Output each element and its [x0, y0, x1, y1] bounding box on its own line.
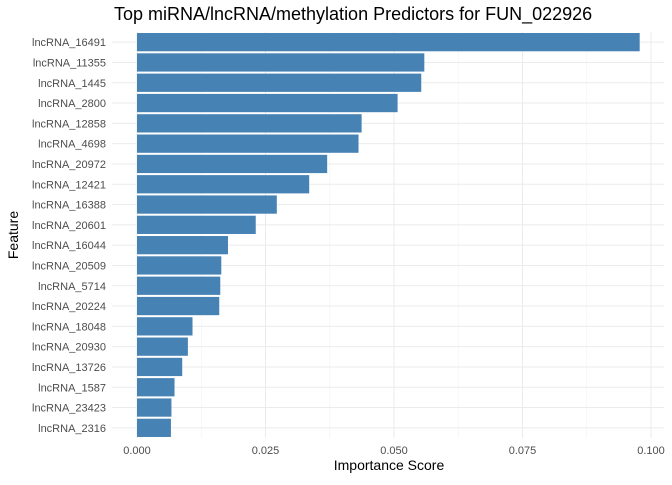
chart-title: Top miRNA/lncRNA/methylation Predictors …	[114, 4, 592, 25]
bar-lncRNA_1587	[137, 378, 175, 397]
bar-lncRNA_20224	[137, 296, 220, 316]
bar-lncRNA_23423	[137, 398, 172, 417]
y-tick-label: lncRNA_11355	[33, 57, 106, 69]
y-tick-label: lncRNA_1587	[38, 382, 106, 394]
grid	[112, 32, 664, 438]
y-tick-label: lncRNA_16491	[32, 37, 106, 49]
y-tick-label: lncRNA_5714	[38, 281, 106, 293]
bar-lncRNA_16044	[137, 236, 228, 255]
y-tick-label: lncRNA_20601	[32, 220, 106, 232]
y-tick-label: lncRNA_20509	[32, 260, 106, 272]
bar-lncRNA_16388	[137, 195, 277, 214]
bar-lncRNA_20972	[137, 154, 328, 174]
y-tick-label: lncRNA_23423	[32, 403, 106, 415]
bar-lncRNA_20601	[137, 215, 256, 234]
bar-lncRNA_13726	[137, 357, 183, 377]
bar-lncRNA_2316	[137, 418, 171, 437]
y-axis-tick-labels: lncRNA_16491 lncRNA_11355 lncRNA_1445 lncRN…	[32, 37, 106, 435]
y-tick-label: lncRNA_1445	[38, 78, 106, 90]
bar-lncRNA_20509	[137, 256, 222, 275]
bar-lncRNA_16491	[137, 33, 640, 52]
bar-lncRNA_2800	[137, 93, 398, 113]
bar-lncRNA_12858	[137, 114, 362, 133]
x-tick-label: 0.100	[637, 445, 665, 457]
x-tick-label: 0.025	[252, 445, 280, 457]
x-axis-tick-labels: 0.000 0.025 0.050 0.075 0.100	[123, 445, 665, 457]
y-tick-label: lncRNA_20930	[32, 342, 106, 354]
bar-lncRNA_5714	[137, 276, 221, 295]
y-tick-label: lncRNA_16388	[32, 200, 106, 212]
y-tick-label: lncRNA_18048	[32, 321, 106, 333]
bar-lncRNA_20930	[137, 337, 188, 356]
x-tick-label: 0.075	[509, 445, 537, 457]
bar-lncRNA_1445	[137, 73, 422, 92]
bars	[137, 33, 640, 437]
y-tick-label: lncRNA_12858	[32, 118, 106, 130]
y-tick-label: lncRNA_12421	[32, 179, 106, 191]
y-tick-label: lncRNA_2800	[38, 98, 106, 110]
y-tick-label: lncRNA_20972	[32, 159, 106, 171]
y-tick-label: lncRNA_2316	[38, 423, 106, 435]
x-axis-title: Importance Score	[334, 457, 445, 473]
bar-lncRNA_18048	[137, 317, 193, 336]
bar-lncRNA_12421	[137, 175, 310, 194]
x-tick-label: 0.050	[380, 445, 408, 457]
bar-lncRNA_4698	[137, 134, 359, 153]
y-tick-label: lncRNA_16044	[32, 240, 106, 252]
y-tick-label: lncRNA_4698	[38, 139, 106, 151]
y-axis-title: Feature	[5, 211, 21, 259]
bar-lncRNA_11355	[137, 53, 425, 72]
y-tick-label: lncRNA_20224	[32, 301, 106, 313]
y-tick-label: lncRNA_13726	[32, 362, 106, 374]
x-tick-label: 0.000	[123, 445, 151, 457]
